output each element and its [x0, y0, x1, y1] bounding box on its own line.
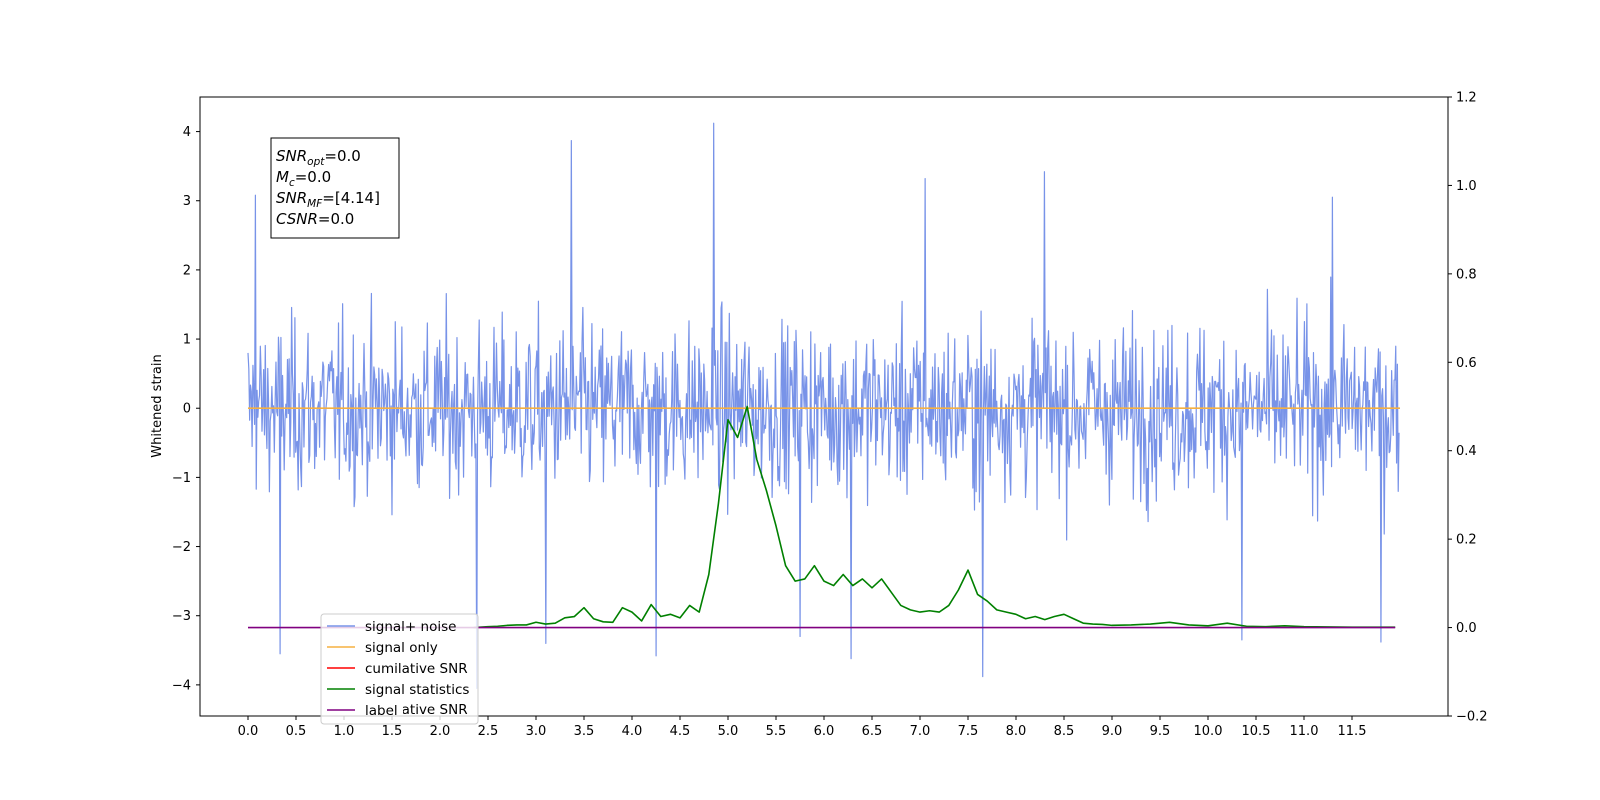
y-tick-label: −4 [172, 678, 191, 693]
x-tick-label: 3.0 [526, 724, 547, 739]
y-tick-label: 1 [183, 333, 191, 348]
x-tick-label: 6.0 [814, 724, 835, 739]
x-tick-label: 11.0 [1290, 724, 1319, 739]
y2-tick-label: 0.0 [1456, 621, 1477, 636]
annotation-frame [270, 137, 400, 239]
legend-ghost-text: cumilative SNR [365, 702, 468, 718]
x-tick-label: 5.5 [766, 724, 787, 739]
x-tick-label: 4.0 [622, 724, 643, 739]
axes: 0.0 0.5 1.0 1.5 2.0 2.5 3.0 3.5 4.0 4.5 5.0 5.5 6.0 6… [172, 91, 1488, 740]
annotation-line: SNRopt=0.0 [276, 147, 361, 168]
series-line-signal-statistics [473, 405, 1396, 629]
y2-tick-label: 0.2 [1456, 533, 1477, 548]
x-tick-label: 1.5 [382, 724, 403, 739]
x-tick-label: 8.5 [1054, 724, 1075, 739]
x-tick-label: 2.5 [478, 724, 499, 739]
x-tick-label: 11.5 [1338, 724, 1367, 739]
y2-tick-label: 1.2 [1456, 91, 1477, 106]
x-tick-label: 4.5 [670, 724, 691, 739]
x-tick-label: 7.0 [910, 724, 931, 739]
y2-tick-label: 0.6 [1456, 356, 1477, 371]
x-tick-label: 2.0 [430, 724, 451, 739]
series-line-signal-noise [247, 122, 1400, 689]
y2-tick-label: 0.8 [1456, 267, 1477, 282]
x-tick-label: 9.5 [1150, 724, 1171, 739]
annotation-line: SNRMF=[4.14] [276, 189, 380, 210]
legend-label: signal statistics [365, 682, 469, 698]
x-tick-label: 0.5 [286, 724, 307, 739]
y2-tick-label: 0.4 [1456, 444, 1477, 459]
legend-label: signal only [365, 640, 438, 656]
x-tick-label: 8.0 [1006, 724, 1027, 739]
annotation-line: CSNR=0.0 [276, 210, 354, 228]
legend-label: signal+ noise [365, 619, 456, 635]
x-tick-label: 10.5 [1242, 724, 1271, 739]
legend-label: label [365, 703, 398, 719]
x-tick-label: 6.5 [862, 724, 883, 739]
y-tick-label: 2 [183, 263, 191, 278]
x-tick-label: 9.0 [1102, 724, 1123, 739]
x-tick-label: 7.5 [958, 724, 979, 739]
x-tick-label: 5.0 [718, 724, 739, 739]
y-tick-label: 4 [183, 125, 191, 140]
legend: signal+ noise signal only cumilative SNR si… [320, 613, 479, 725]
x-tick-label: 3.5 [574, 724, 595, 739]
y2-tick-label: 1.0 [1456, 179, 1477, 194]
y-tick-label: 3 [183, 194, 191, 209]
legend-label: cumilative SNR [365, 661, 468, 677]
annotation-line: Mc=0.0 [276, 168, 331, 189]
x-tick-label: 1.0 [334, 724, 355, 739]
y-tick-label: −2 [172, 540, 191, 555]
y-tick-label: 0 [183, 402, 191, 417]
x-tick-label: 10.0 [1194, 724, 1223, 739]
y-tick-label: −3 [172, 609, 191, 624]
y-axis-label: Whitened strain [150, 354, 165, 457]
legend-frame [320, 613, 479, 725]
y2-tick-label: −0.2 [1456, 710, 1488, 725]
y-tick-label: −1 [172, 471, 191, 486]
x-tick-label: 0.0 [238, 724, 259, 739]
